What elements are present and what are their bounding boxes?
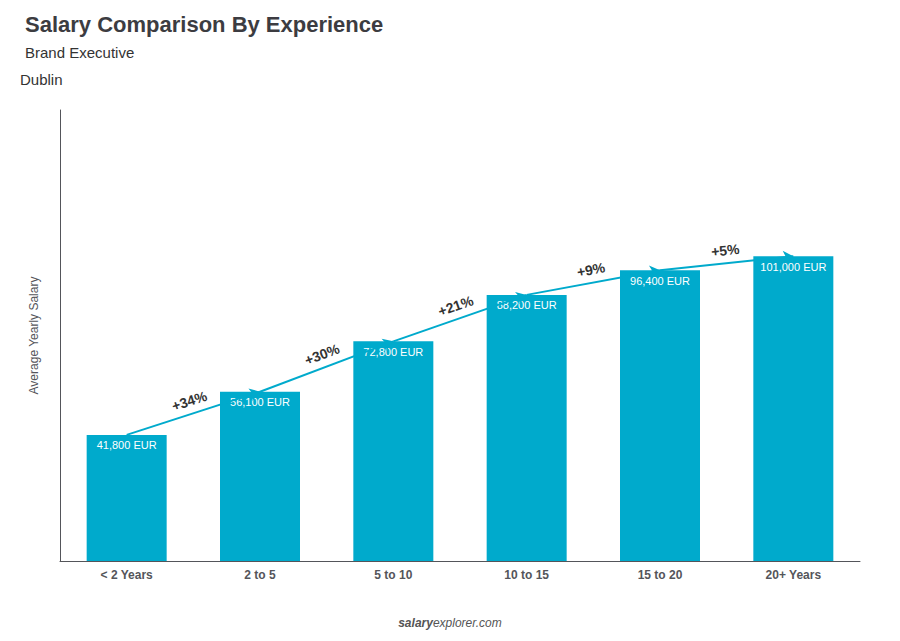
svg-text:2 to 5: 2 to 5	[244, 568, 276, 582]
svg-text:+30%: +30%	[302, 340, 342, 368]
svg-text:explorer.com: explorer.com	[433, 616, 502, 630]
svg-text:15 to 20: 15 to 20	[638, 568, 683, 582]
svg-text:+34%: +34%	[170, 388, 210, 415]
svg-text:< 2 Years: < 2 Years	[101, 568, 153, 582]
svg-text:20+ Years: 20+ Years	[766, 568, 822, 582]
svg-text:72,800 EUR: 72,800 EUR	[363, 346, 423, 358]
svg-text:96,400 EUR: 96,400 EUR	[630, 275, 690, 287]
svg-text:41,800 EUR: 41,800 EUR	[97, 439, 157, 451]
svg-text:+21%: +21%	[436, 292, 476, 319]
svg-text:Brand Executive: Brand Executive	[25, 44, 134, 61]
svg-text:101,000 EUR: 101,000 EUR	[760, 261, 826, 273]
svg-text:56,100 EUR: 56,100 EUR	[230, 396, 290, 409]
svg-text:5 to 10: 5 to 10	[374, 568, 412, 582]
svg-text:+9%: +9%	[576, 259, 607, 280]
svg-text:Dublin: Dublin	[20, 71, 63, 88]
svg-text:10 to 15: 10 to 15	[504, 568, 549, 582]
svg-text:+5%: +5%	[710, 241, 740, 260]
svg-text:Salary Comparison By Experienc: Salary Comparison By Experience	[25, 12, 383, 37]
svg-text:88,200 EUR: 88,200 EUR	[496, 299, 557, 312]
svg-text:salary: salary	[398, 616, 434, 630]
svg-text:Average Yearly Salary: Average Yearly Salary	[27, 277, 41, 395]
